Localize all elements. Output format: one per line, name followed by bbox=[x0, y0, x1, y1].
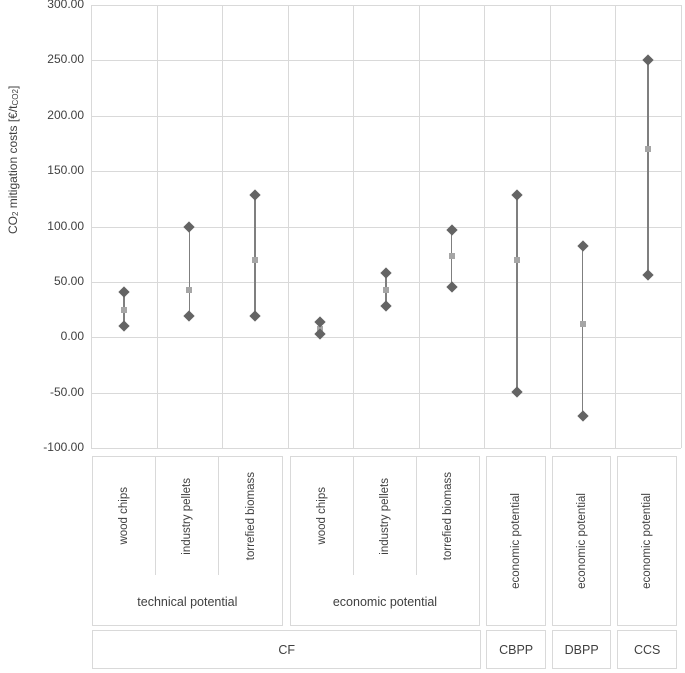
gridline-vertical bbox=[418, 5, 420, 448]
category-item-cell: industry pellets bbox=[156, 457, 220, 575]
category-group-box: wood chips industry pellets torrefied biom… bbox=[92, 456, 283, 626]
category-tall-box: economic potential bbox=[486, 456, 546, 626]
marker-min-diamond bbox=[183, 310, 195, 322]
gridline-horizontal bbox=[91, 115, 681, 117]
gridline-vertical bbox=[484, 5, 486, 448]
marker-mid-square bbox=[120, 306, 127, 313]
category-group-box: wood chips industry pellets torrefied biom… bbox=[289, 456, 481, 626]
marker-mid-square bbox=[186, 286, 193, 293]
group-label-box: DBPP bbox=[551, 630, 612, 669]
category-item-label: industry pellets bbox=[378, 477, 391, 555]
gridline-horizontal bbox=[91, 226, 681, 228]
category-item-label: wood chips bbox=[315, 487, 328, 545]
gridline-horizontal bbox=[91, 448, 681, 449]
category-item-cell: industry pellets bbox=[354, 457, 418, 575]
y-axis-title-subscript: 2 bbox=[11, 211, 21, 217]
gridline-vertical bbox=[156, 5, 158, 448]
marker-min-diamond bbox=[380, 300, 392, 312]
gridline-horizontal bbox=[91, 392, 681, 394]
gridline-vertical bbox=[287, 5, 289, 448]
marker-max-diamond bbox=[249, 189, 261, 202]
category-item-label: torrefied biomass bbox=[244, 471, 257, 561]
gridline-horizontal bbox=[91, 171, 681, 173]
subgroup-label: economic potential bbox=[332, 595, 438, 609]
y-axis-tick: -100.00 bbox=[43, 440, 84, 454]
gridline-horizontal bbox=[91, 337, 681, 339]
group-label: CBPP bbox=[499, 642, 534, 657]
category-item-cell: wood chips bbox=[291, 457, 354, 575]
gridline-vertical bbox=[353, 5, 355, 448]
marker-max-diamond bbox=[576, 240, 589, 253]
category-item-label: wood chips bbox=[118, 487, 131, 545]
group-label: CF bbox=[278, 642, 295, 657]
marker-mid-square bbox=[251, 256, 258, 263]
range-line bbox=[647, 60, 649, 276]
category-tall-label: economic potential bbox=[575, 493, 588, 589]
y-axis-title: CO2 mitigation costs [€/tCO2] bbox=[5, 85, 21, 235]
group-label-box: CF bbox=[92, 630, 482, 669]
group-label-box: CCS bbox=[617, 630, 677, 669]
range-line bbox=[581, 246, 584, 416]
marker-mid-square bbox=[579, 320, 586, 327]
gridline-vertical bbox=[681, 5, 682, 448]
marker-max-diamond bbox=[118, 286, 130, 298]
range-line bbox=[516, 195, 518, 392]
category-item-cell: torrefied biomass bbox=[417, 457, 479, 575]
marker-max-diamond bbox=[183, 220, 195, 233]
category-item-cell: torrefied biomass bbox=[219, 457, 281, 575]
marker-min-diamond bbox=[445, 281, 458, 294]
gridline-horizontal bbox=[91, 60, 681, 62]
group-label-box: CBPP bbox=[486, 630, 546, 669]
y-axis-tick: 250.00 bbox=[47, 52, 84, 67]
marker-max-diamond bbox=[380, 267, 392, 279]
subgroup-label: technical potential bbox=[137, 595, 238, 609]
marker-min-diamond bbox=[642, 269, 654, 281]
gridline-horizontal bbox=[91, 5, 681, 6]
category-tall-label: economic potential bbox=[641, 493, 654, 589]
marker-max-diamond bbox=[511, 189, 523, 202]
category-tall-label: economic potential bbox=[510, 493, 523, 589]
category-item-cells: wood chips industry pellets torrefied biom… bbox=[93, 457, 282, 575]
marker-min-diamond bbox=[118, 320, 130, 332]
y-axis-tick: 300.00 bbox=[47, 0, 84, 11]
group-label: CCS bbox=[634, 642, 661, 657]
y-axis-tick: -50.00 bbox=[49, 384, 84, 399]
category-item-cell: wood chips bbox=[93, 457, 157, 575]
tall-box-label-wrap: economic potential bbox=[618, 457, 676, 625]
category-tall-box: economic potential bbox=[617, 456, 677, 626]
gridline-vertical bbox=[549, 5, 551, 448]
y-axis-tick: 50.00 bbox=[53, 273, 84, 288]
y-axis-tick: 0.00 bbox=[60, 329, 84, 344]
range-line bbox=[188, 226, 191, 317]
group-label: DBPP bbox=[564, 642, 599, 657]
gridline-vertical bbox=[615, 5, 617, 448]
marker-min-diamond bbox=[576, 410, 589, 422]
marker-max-diamond bbox=[642, 54, 654, 67]
tall-box-label-wrap: economic potential bbox=[487, 457, 545, 625]
y-axis-tick: 100.00 bbox=[47, 218, 84, 233]
y-axis-title-unit-subscript: CO2 bbox=[11, 89, 21, 106]
y-axis-tick: 150.00 bbox=[47, 163, 84, 178]
category-item-cells: wood chips industry pellets torrefied biom… bbox=[291, 457, 480, 575]
marker-mid-square bbox=[383, 286, 389, 293]
y-axis-tick: 200.00 bbox=[47, 107, 84, 122]
gridline-vertical bbox=[222, 5, 224, 448]
category-tall-box: economic potential bbox=[551, 456, 612, 626]
range-line bbox=[254, 195, 256, 317]
gridline-vertical bbox=[91, 5, 92, 448]
marker-mid-square bbox=[448, 253, 455, 260]
marker-mid-square bbox=[514, 256, 521, 263]
category-item-label: torrefied biomass bbox=[442, 471, 455, 561]
marker-min-diamond bbox=[249, 310, 261, 322]
tall-box-label-wrap: economic potential bbox=[553, 457, 611, 625]
marker-mid-square bbox=[645, 145, 652, 152]
category-item-label: industry pellets bbox=[181, 477, 194, 555]
marker-min-diamond bbox=[511, 385, 523, 398]
